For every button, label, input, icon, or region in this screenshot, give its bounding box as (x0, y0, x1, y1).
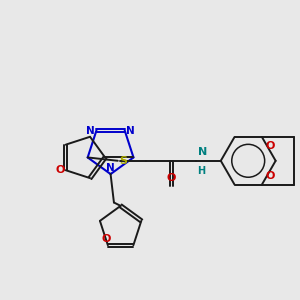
Text: O: O (55, 165, 64, 175)
Text: O: O (102, 234, 111, 244)
Text: N: N (86, 125, 95, 136)
Text: N: N (126, 125, 135, 136)
Text: O: O (266, 141, 275, 151)
Text: O: O (167, 173, 176, 184)
Text: H: H (198, 166, 206, 176)
Text: N: N (198, 147, 207, 157)
Text: O: O (266, 171, 275, 181)
Text: S: S (119, 156, 127, 166)
Text: N: N (106, 163, 115, 173)
